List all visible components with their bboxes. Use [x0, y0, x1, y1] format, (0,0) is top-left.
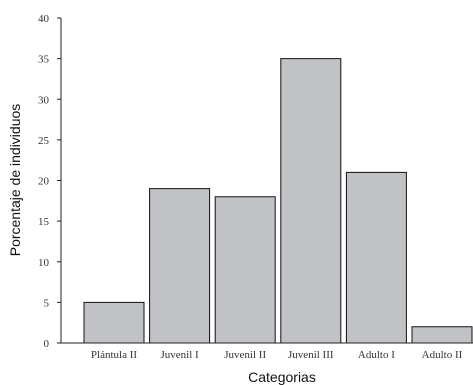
x-axis-title: Categorias: [248, 369, 316, 385]
y-tick-label: 30: [38, 94, 50, 106]
y-tick-label: 40: [38, 13, 50, 25]
y-axis-title: Porcentaje de individuos: [7, 104, 23, 257]
x-axis-tick-labels: Plántula II Juvenil I Juvenil II Juvenil II…: [91, 349, 463, 361]
y-tick-label: 20: [38, 176, 50, 188]
y-tick-label: 35: [38, 54, 50, 66]
bar: [149, 188, 211, 344]
bar: [214, 196, 276, 344]
x-tick-label: Adulto I: [358, 349, 395, 361]
y-axis-ticks: 0 5 10 15 20 25 30 35 40: [38, 13, 61, 350]
y-tick-label: 0: [44, 338, 50, 350]
bars: [83, 58, 473, 344]
x-tick-label: Plántula II: [91, 349, 137, 361]
x-tick-label: Juvenil II: [224, 349, 266, 361]
x-tick-label: Juvenil III: [288, 349, 334, 361]
y-tick-label: 10: [38, 257, 50, 269]
bar: [280, 58, 342, 344]
bar: [411, 326, 473, 344]
y-tick-label: 15: [38, 216, 50, 228]
y-tick-label: 25: [38, 135, 50, 147]
bar: [83, 301, 145, 344]
bar: [345, 171, 407, 344]
y-tick-label: 5: [44, 297, 50, 309]
x-tick-label: Juvenil I: [160, 349, 199, 361]
x-tick-label: Adulto II: [422, 349, 463, 361]
